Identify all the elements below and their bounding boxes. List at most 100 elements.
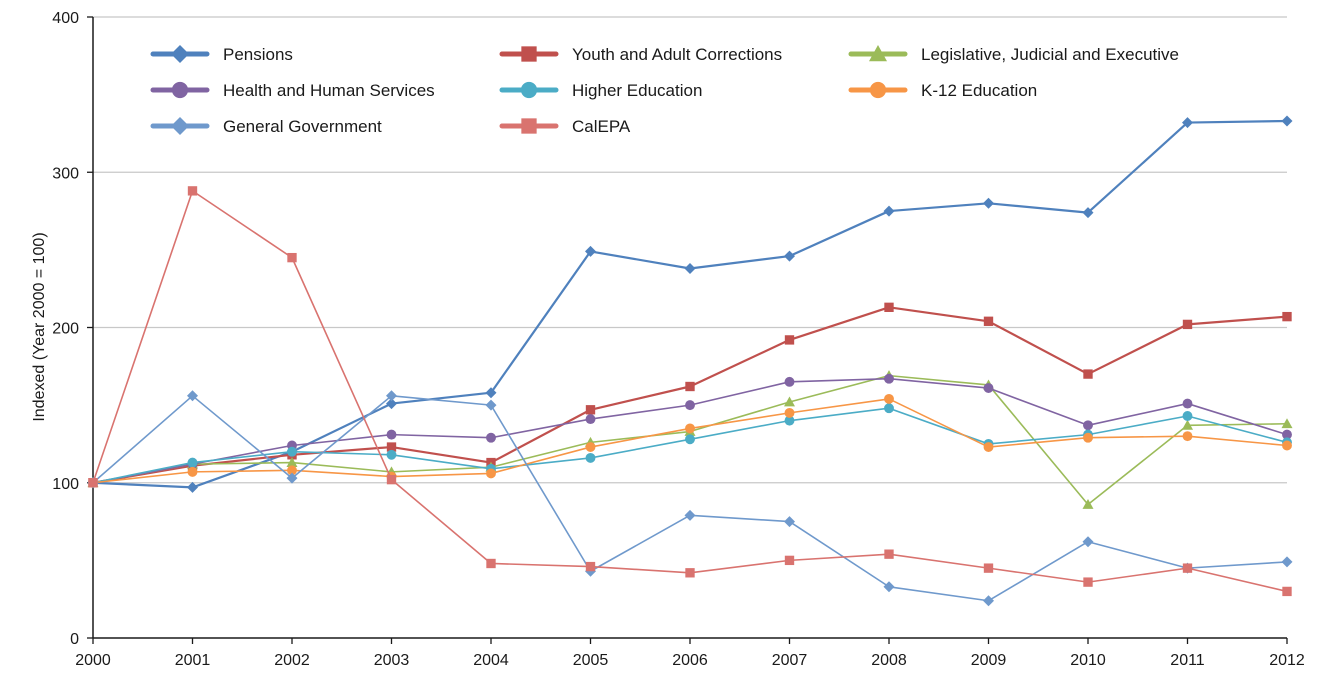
data-point [1182, 563, 1193, 573]
data-point [585, 245, 596, 257]
data-point [884, 549, 894, 559]
data-point [486, 468, 496, 479]
series-line [92, 407, 1288, 484]
data-point [187, 186, 198, 196]
legend-item: CalEPA [499, 117, 631, 136]
legend-label: Pensions [223, 45, 293, 64]
data-point [1083, 432, 1093, 443]
data-point [1182, 398, 1193, 409]
y-tick-label: 200 [52, 321, 79, 338]
legend-marker [171, 45, 189, 63]
legend-marker [869, 45, 887, 62]
legend-item: K-12 Education [848, 81, 1037, 100]
grid-lines [93, 16, 1287, 484]
data-point [784, 555, 795, 566]
series-lines [87, 115, 1293, 607]
x-tick-label: 2003 [374, 652, 410, 669]
x-tick-label: 2000 [75, 652, 111, 669]
data-point [585, 414, 596, 425]
data-point [386, 474, 397, 485]
data-point [784, 335, 795, 345]
data-point [884, 373, 894, 384]
data-point [386, 449, 397, 460]
data-point [1082, 207, 1094, 219]
y-tick-label: 400 [52, 10, 79, 27]
data-point [187, 481, 198, 493]
x-tick-label: 2011 [1170, 652, 1205, 669]
data-point [784, 250, 795, 262]
data-point [585, 452, 596, 463]
axes: 0 100 200 300 400 2000 2001 2002 2003 2004 2005 200… [52, 10, 1305, 669]
data-point [386, 429, 397, 440]
data-point [1182, 117, 1193, 129]
legend-marker [521, 46, 537, 62]
legend-item: Health and Human Services [150, 81, 435, 100]
legend-item: Higher Education [499, 81, 702, 100]
x-tick-label: 2001 [175, 652, 211, 669]
y-tick-label: 300 [52, 165, 79, 182]
data-point [884, 393, 894, 404]
data-point [784, 516, 795, 528]
data-point [287, 252, 297, 263]
data-point [784, 376, 795, 387]
x-tick-label: 2008 [871, 652, 907, 669]
legend-marker [521, 118, 537, 134]
data-point [585, 442, 596, 452]
data-point [1282, 440, 1292, 451]
data-point [1281, 418, 1293, 429]
data-point [784, 407, 795, 418]
x-tick-label: 2009 [971, 652, 1007, 669]
data-point [287, 465, 297, 476]
series-higher-education [88, 403, 1292, 488]
x-tick-label: 2004 [473, 652, 509, 669]
x-tick-label: 2002 [274, 652, 310, 669]
legend-label: General Government [223, 117, 382, 136]
data-point [1282, 311, 1292, 322]
data-point [983, 197, 994, 209]
legend-label: Health and Human Services [223, 81, 435, 100]
data-point [1083, 420, 1093, 431]
data-point [585, 405, 596, 415]
legend-marker [520, 81, 538, 99]
data-point [684, 263, 696, 275]
data-point [884, 302, 894, 312]
data-point [784, 396, 795, 407]
y-tick-label: 100 [52, 476, 79, 493]
series-health-and-human-services [88, 373, 1292, 488]
data-point [685, 381, 695, 392]
legend-marker [171, 117, 189, 135]
data-point [1082, 498, 1094, 509]
data-point [187, 457, 198, 468]
data-point [685, 568, 695, 578]
data-point [983, 563, 994, 573]
x-tick-label: 2010 [1070, 652, 1106, 669]
legend-label: Higher Education [572, 81, 702, 100]
data-point [1281, 556, 1293, 568]
data-point [1182, 419, 1193, 430]
data-point [386, 398, 397, 410]
data-point [485, 399, 497, 411]
legend-label: CalEPA [572, 117, 631, 136]
y-tick-label: 0 [70, 631, 79, 648]
legend-item: Legislative, Judicial and Executive [848, 45, 1179, 64]
legend-label: Legislative, Judicial and Executive [921, 45, 1179, 64]
data-point [88, 478, 98, 488]
data-point [287, 446, 297, 457]
data-point [685, 423, 695, 434]
data-point [1082, 536, 1094, 548]
data-point [1083, 369, 1093, 379]
legend-item: Youth and Adult Corrections [499, 45, 782, 64]
data-point [883, 581, 895, 593]
data-point [983, 595, 994, 607]
data-point [386, 390, 397, 402]
legend-label: Youth and Adult Corrections [572, 45, 782, 64]
data-point [1282, 586, 1292, 597]
data-point [1182, 319, 1193, 330]
data-point [685, 400, 695, 411]
data-point [386, 442, 397, 452]
data-point [286, 457, 298, 467]
data-point [983, 316, 994, 326]
data-point [486, 558, 496, 569]
data-point [1182, 411, 1193, 421]
